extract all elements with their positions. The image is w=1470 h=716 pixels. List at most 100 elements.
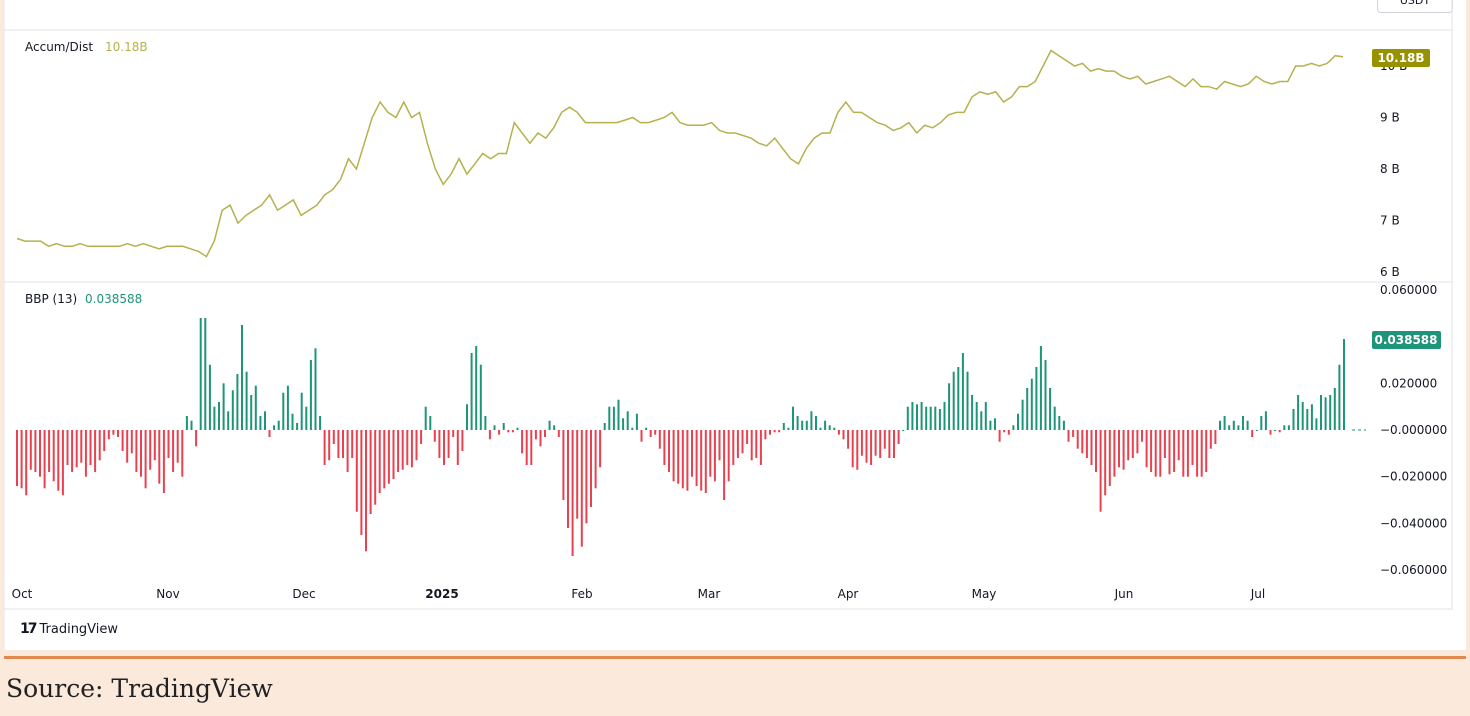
bbp-bar	[851, 430, 854, 468]
bbp-bar	[764, 430, 767, 440]
bbp-bar	[236, 374, 239, 430]
bbp-bar	[291, 413, 294, 430]
bbp-bar	[1003, 430, 1006, 433]
bbp-bar	[374, 430, 377, 505]
bbp-bar	[1076, 430, 1079, 449]
x-tick-label: Feb	[571, 587, 592, 601]
bbp-bar	[245, 371, 248, 430]
bbp-bar	[319, 416, 322, 430]
x-tick-label: Nov	[156, 587, 179, 601]
bbp-bar	[1196, 430, 1199, 477]
bbp-bar	[736, 430, 739, 458]
bbp-bar	[590, 430, 592, 507]
bbp-bar	[580, 430, 583, 547]
bbp-bar	[1287, 425, 1290, 430]
bbp-bar	[1251, 430, 1254, 437]
x-tick-label: Apr	[838, 587, 859, 601]
bbp-bar	[126, 430, 129, 463]
bbp-bar	[57, 430, 60, 491]
bbp-bar	[668, 430, 670, 472]
bbp-bar	[952, 371, 955, 430]
bbp-bar	[649, 430, 652, 437]
bbp-bar	[66, 430, 69, 465]
bbp-bar	[544, 430, 546, 437]
bbp-bar	[819, 427, 822, 430]
bbp-bar	[1049, 388, 1052, 430]
bbp-bar	[135, 430, 138, 472]
bbp-bar	[466, 404, 468, 430]
bbp-bar	[865, 430, 868, 463]
bbp-bar	[328, 430, 331, 461]
bbp-bar	[1085, 430, 1088, 458]
bbp-bar	[498, 430, 501, 435]
bbp-bar	[61, 430, 64, 496]
bbp-bar	[121, 430, 124, 451]
bbp-bar	[1320, 395, 1322, 430]
bbp-y-tick-label: 0.020000	[1380, 376, 1437, 390]
bbp-bar	[718, 430, 721, 461]
bbp-bar	[1030, 378, 1033, 430]
ad-y-tick-label: 9 B	[1380, 111, 1400, 125]
bbp-bar	[622, 418, 625, 430]
bbp-bar	[300, 392, 303, 430]
bbp-bar	[980, 411, 983, 430]
bbp-bar	[117, 430, 119, 437]
bbp-bar	[204, 318, 207, 430]
x-tick-label: Oct	[12, 587, 33, 601]
bbp-bar	[975, 402, 978, 430]
bbp-bar	[43, 430, 46, 489]
bbp-bar	[778, 430, 781, 433]
tradingview-logo[interactable]: 𝟭𝟳 TradingView	[20, 621, 118, 637]
bbp-bar	[1090, 430, 1093, 465]
bbp-bar	[553, 425, 556, 430]
bbp-bar	[264, 411, 266, 430]
bbp-bar	[943, 402, 946, 430]
bbp-bar	[874, 430, 877, 456]
bbp-bar	[938, 409, 941, 430]
bbp-bar	[130, 430, 133, 454]
bbp-bar	[1209, 430, 1212, 449]
pane-titles: Accum/Dist 10.18B BBP (13) 0.038588	[25, 40, 148, 306]
x-tick-label: Jun	[1114, 587, 1134, 601]
bbp-bar	[286, 385, 289, 430]
bbp-bar	[686, 430, 689, 491]
bbp-bar	[153, 430, 156, 461]
bbp-bar	[654, 430, 657, 435]
bbp-bar	[732, 430, 735, 465]
bbp-bar	[20, 430, 23, 489]
bbp-y-tick-label: 0.060000	[1380, 283, 1437, 297]
chart-frame: USDT 6 B7 B8 B9 B10 B0.0600000.020000−0.…	[4, 0, 1466, 650]
bbp-bar	[631, 427, 634, 430]
bbp-bar	[167, 430, 170, 458]
bbp-bar	[847, 430, 850, 449]
bbp-bar	[429, 416, 432, 430]
bbp-bar	[1007, 430, 1010, 435]
bbp-bar	[433, 430, 436, 442]
bbp-bar	[488, 430, 491, 440]
bbp-bar	[268, 430, 271, 437]
bbp-bar	[346, 430, 349, 472]
bbp-bar	[401, 430, 404, 470]
bbp-bar	[516, 427, 519, 430]
ad-line	[16, 49, 1344, 258]
bbp-bar	[158, 430, 161, 484]
tradingview-logo-icon: 𝟭𝟳	[20, 621, 38, 637]
bbp-bar	[208, 364, 211, 430]
bbp-bar	[562, 430, 565, 500]
bbp-value-badge-bg	[1372, 331, 1441, 349]
bbp-bar	[456, 430, 459, 465]
bbp-bar	[929, 406, 932, 430]
bbp-bar	[883, 430, 886, 449]
bbp-bar	[1343, 339, 1345, 430]
bbp-bar	[525, 430, 528, 465]
bbp-bar	[691, 430, 693, 477]
bbp-bar	[1044, 360, 1047, 430]
bbp-bar	[470, 353, 473, 430]
bbp-bar	[805, 420, 808, 430]
axes: 6 B7 B8 B9 B10 B0.0600000.020000−0.00000…	[12, 59, 1448, 601]
bbp-pane-value: 0.038588	[85, 292, 142, 306]
bbp-bar	[1329, 395, 1332, 430]
tradingview-logo-text: TradingView	[39, 621, 119, 637]
bbp-bar	[787, 427, 790, 430]
bbp-bar	[309, 360, 312, 430]
